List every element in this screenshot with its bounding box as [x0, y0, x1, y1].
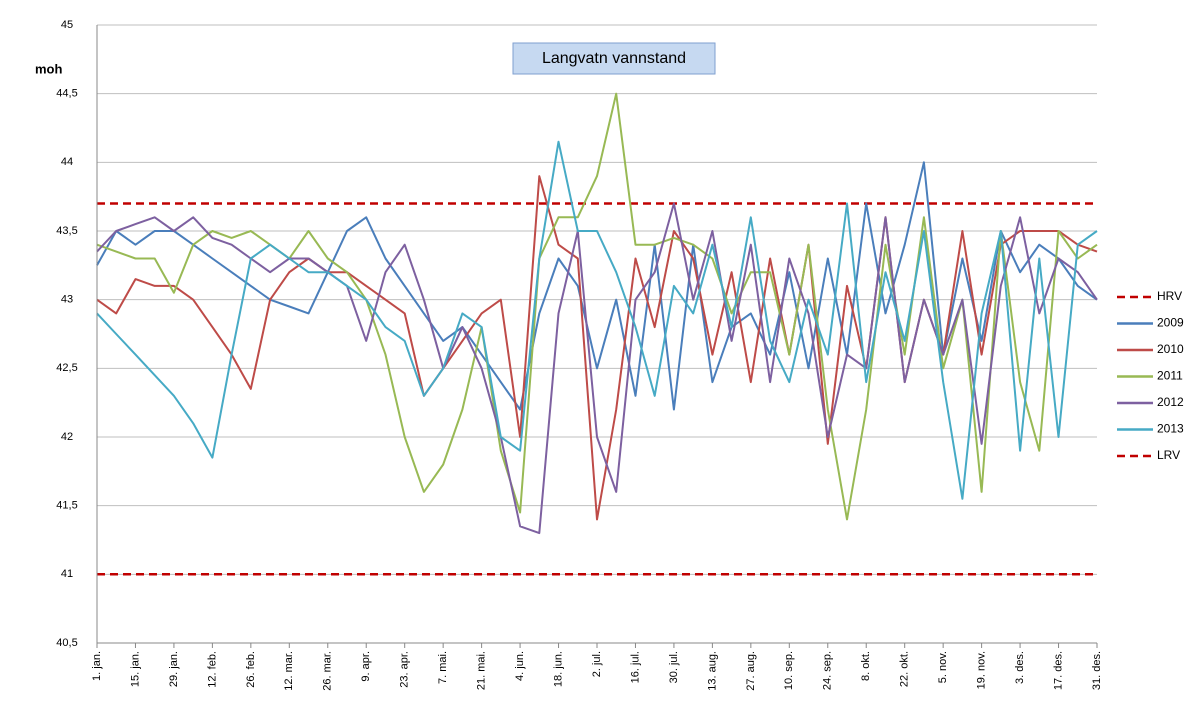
x-tick-label: 21. mai.	[476, 651, 488, 690]
y-tick-label: 44	[61, 156, 73, 168]
x-tick-label: 12. feb.	[206, 651, 218, 688]
series-line	[96, 161, 1098, 411]
x-tick-label: 15. jan.	[129, 651, 141, 687]
legend-label: 2013	[1157, 422, 1184, 436]
x-tick-label: 13. aug.	[706, 651, 718, 691]
chart-title: Langvatn vannstand	[542, 50, 686, 67]
x-tick-label: 16. jul.	[629, 651, 641, 683]
x-tick-label: 26. mar.	[322, 651, 334, 691]
x-tick-label: 7. mai.	[437, 651, 449, 684]
series-line	[96, 202, 1098, 535]
legend-label: 2010	[1157, 342, 1184, 356]
x-tick-label: 4. jun.	[514, 651, 526, 681]
x-tick-label: 22. okt.	[899, 651, 911, 687]
legend-label: 2012	[1157, 395, 1184, 409]
x-tick-label: 19. nov.	[976, 651, 988, 689]
x-tick-label: 17. des.	[1052, 651, 1064, 690]
x-tick-label: 2. jul.	[591, 651, 603, 677]
x-tick-label: 9. apr.	[360, 651, 372, 682]
legend-label: 2011	[1157, 369, 1183, 383]
x-tick-label: 27. aug.	[745, 651, 757, 691]
x-tick-label: 24. sep.	[822, 651, 834, 690]
y-tick-label: 43,5	[56, 225, 77, 237]
x-tick-label: 18. jun.	[552, 651, 564, 687]
y-tick-label: 40,5	[56, 637, 77, 649]
legend-label: LRV	[1157, 448, 1180, 462]
x-tick-label: 26. feb.	[245, 651, 257, 688]
y-tick-label: 42	[61, 431, 73, 443]
x-tick-label: 5. nov.	[937, 651, 949, 683]
series-line	[96, 92, 1098, 521]
x-tick-label: 30. jul.	[668, 651, 680, 683]
x-tick-label: 23. apr.	[399, 651, 411, 688]
legend-label: 2009	[1157, 316, 1184, 330]
plot-area	[96, 92, 1098, 576]
x-tick-label: 3. des.	[1014, 651, 1026, 684]
y-tick-label: 43	[61, 294, 73, 306]
y-tick-label: 42,5	[56, 362, 77, 374]
series-line	[96, 140, 1098, 500]
x-tick-label: 12. mar.	[283, 651, 295, 691]
y-tick-label: 45	[61, 19, 73, 31]
x-tick-label: 29. jan.	[168, 651, 180, 687]
x-tick-label: 1. jan.	[91, 651, 103, 681]
x-tick-label: 31. des.	[1091, 651, 1103, 690]
y-tick-label: 44,5	[56, 88, 77, 100]
x-tick-label: 8. okt.	[860, 651, 872, 681]
y-tick-label: 41	[61, 568, 73, 580]
y-axis-label: moh	[35, 61, 63, 76]
legend-label: HRV	[1157, 289, 1182, 303]
title-box	[512, 42, 716, 75]
x-tick-label: 10. sep.	[783, 651, 795, 690]
y-tick-label: 41,5	[56, 500, 77, 512]
